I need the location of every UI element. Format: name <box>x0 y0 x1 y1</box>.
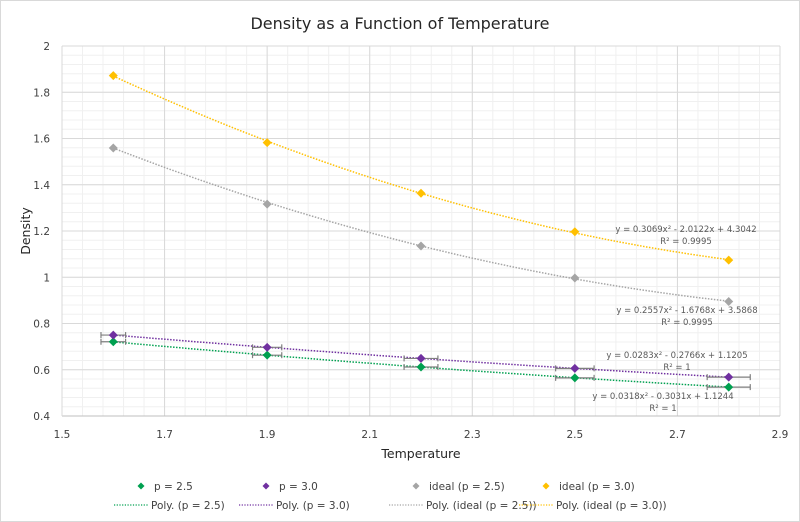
error-bars <box>100 332 751 391</box>
data-point <box>262 350 272 360</box>
x-tick-label: 2.5 <box>567 429 584 441</box>
y-axis-ticks: 0.4 0.6 0.8 1 1.2 1.4 1.6 1.8 2 <box>33 41 50 423</box>
y-tick-label: 0.6 <box>33 365 50 377</box>
y-tick-label: 2 <box>43 41 50 53</box>
trendline-equation: y = 0.3069x² - 2.0122x + 4.3042 <box>615 225 756 235</box>
legend-label: ideal (p = 2.5) <box>429 481 505 493</box>
data-point <box>570 273 580 283</box>
y-tick-label: 1.2 <box>33 226 50 238</box>
legend: p = 2.5 Poly. (p = 2.5) p = 3.0 Poly. (p = … <box>114 481 667 512</box>
legend-trendline-label: Poly. (p = 3.0) <box>276 500 350 512</box>
data-point <box>108 337 118 347</box>
chart-title: Density as a Function of Temperature <box>250 14 549 33</box>
data-point <box>570 227 580 237</box>
data-point <box>262 342 272 352</box>
x-axis-title: Temperature <box>380 446 460 461</box>
data-point <box>570 363 580 373</box>
trendline <box>113 147 729 302</box>
legend-label: p = 2.5 <box>154 481 193 493</box>
trendline-equation: y = 0.2557x² - 1.6768x + 3.5868 <box>616 306 757 316</box>
data-point <box>570 373 580 383</box>
x-tick-label: 2.7 <box>669 429 686 441</box>
trendline-equation: y = 0.0318x² - 0.3031x + 1.1244 <box>592 392 733 402</box>
y-tick-label: 1.6 <box>33 134 50 146</box>
trendline <box>112 75 729 261</box>
y-axis-title: Density <box>18 207 33 255</box>
data-point <box>724 382 734 392</box>
data-point <box>108 71 118 81</box>
legend-label: ideal (p = 3.0) <box>559 481 635 493</box>
data-point <box>416 188 426 198</box>
trendline-equation: R² = 0.9995 <box>660 237 712 247</box>
trendline-equations: y = 0.3069x² - 2.0122x + 4.3042 R² = 0.99… <box>592 225 757 414</box>
y-tick-label: 1.4 <box>33 180 50 192</box>
legend-trendline-label: Poly. (ideal (p = 2.5)) <box>426 500 537 512</box>
trendlines <box>112 75 729 388</box>
legend-marker <box>262 482 270 490</box>
x-tick-label: 1.7 <box>156 429 173 441</box>
trendline-equation: R² = 1 <box>663 363 690 373</box>
legend-marker <box>412 482 420 490</box>
trendline-equation: R² = 1 <box>649 404 676 414</box>
legend-trendline-label: Poly. (ideal (p = 3.0)) <box>556 500 667 512</box>
data-points <box>108 71 734 392</box>
data-point <box>108 330 118 340</box>
x-tick-label: 1.9 <box>259 429 276 441</box>
x-axis-ticks: 1.5 1.7 1.9 2.1 2.3 2.5 2.7 2.9 <box>54 429 789 441</box>
data-point <box>724 297 734 307</box>
y-tick-label: 1.8 <box>33 87 50 99</box>
legend-marker <box>542 482 550 490</box>
data-point <box>724 372 734 382</box>
data-point <box>262 138 272 148</box>
trendline-equation: R² = 0.9995 <box>661 318 713 328</box>
gridlines <box>61 45 781 417</box>
x-tick-label: 2.1 <box>361 429 378 441</box>
legend-trendline-label: Poly. (p = 2.5) <box>151 500 225 512</box>
y-tick-label: 0.4 <box>33 411 50 423</box>
data-point <box>416 362 426 372</box>
legend-marker <box>137 482 145 490</box>
x-tick-label: 2.9 <box>772 429 789 441</box>
trendline <box>113 334 729 378</box>
legend-label: p = 3.0 <box>279 481 318 493</box>
data-point <box>416 241 426 251</box>
x-tick-label: 1.5 <box>54 429 71 441</box>
data-point <box>416 353 426 363</box>
trendline <box>113 341 729 388</box>
y-tick-label: 0.8 <box>33 319 50 331</box>
data-point <box>262 199 272 209</box>
y-tick-label: 1 <box>43 272 50 284</box>
data-point <box>108 143 118 153</box>
x-tick-label: 2.3 <box>464 429 481 441</box>
trendline-equation: y = 0.0283x² - 0.2766x + 1.1205 <box>606 351 747 361</box>
data-point <box>724 255 734 265</box>
